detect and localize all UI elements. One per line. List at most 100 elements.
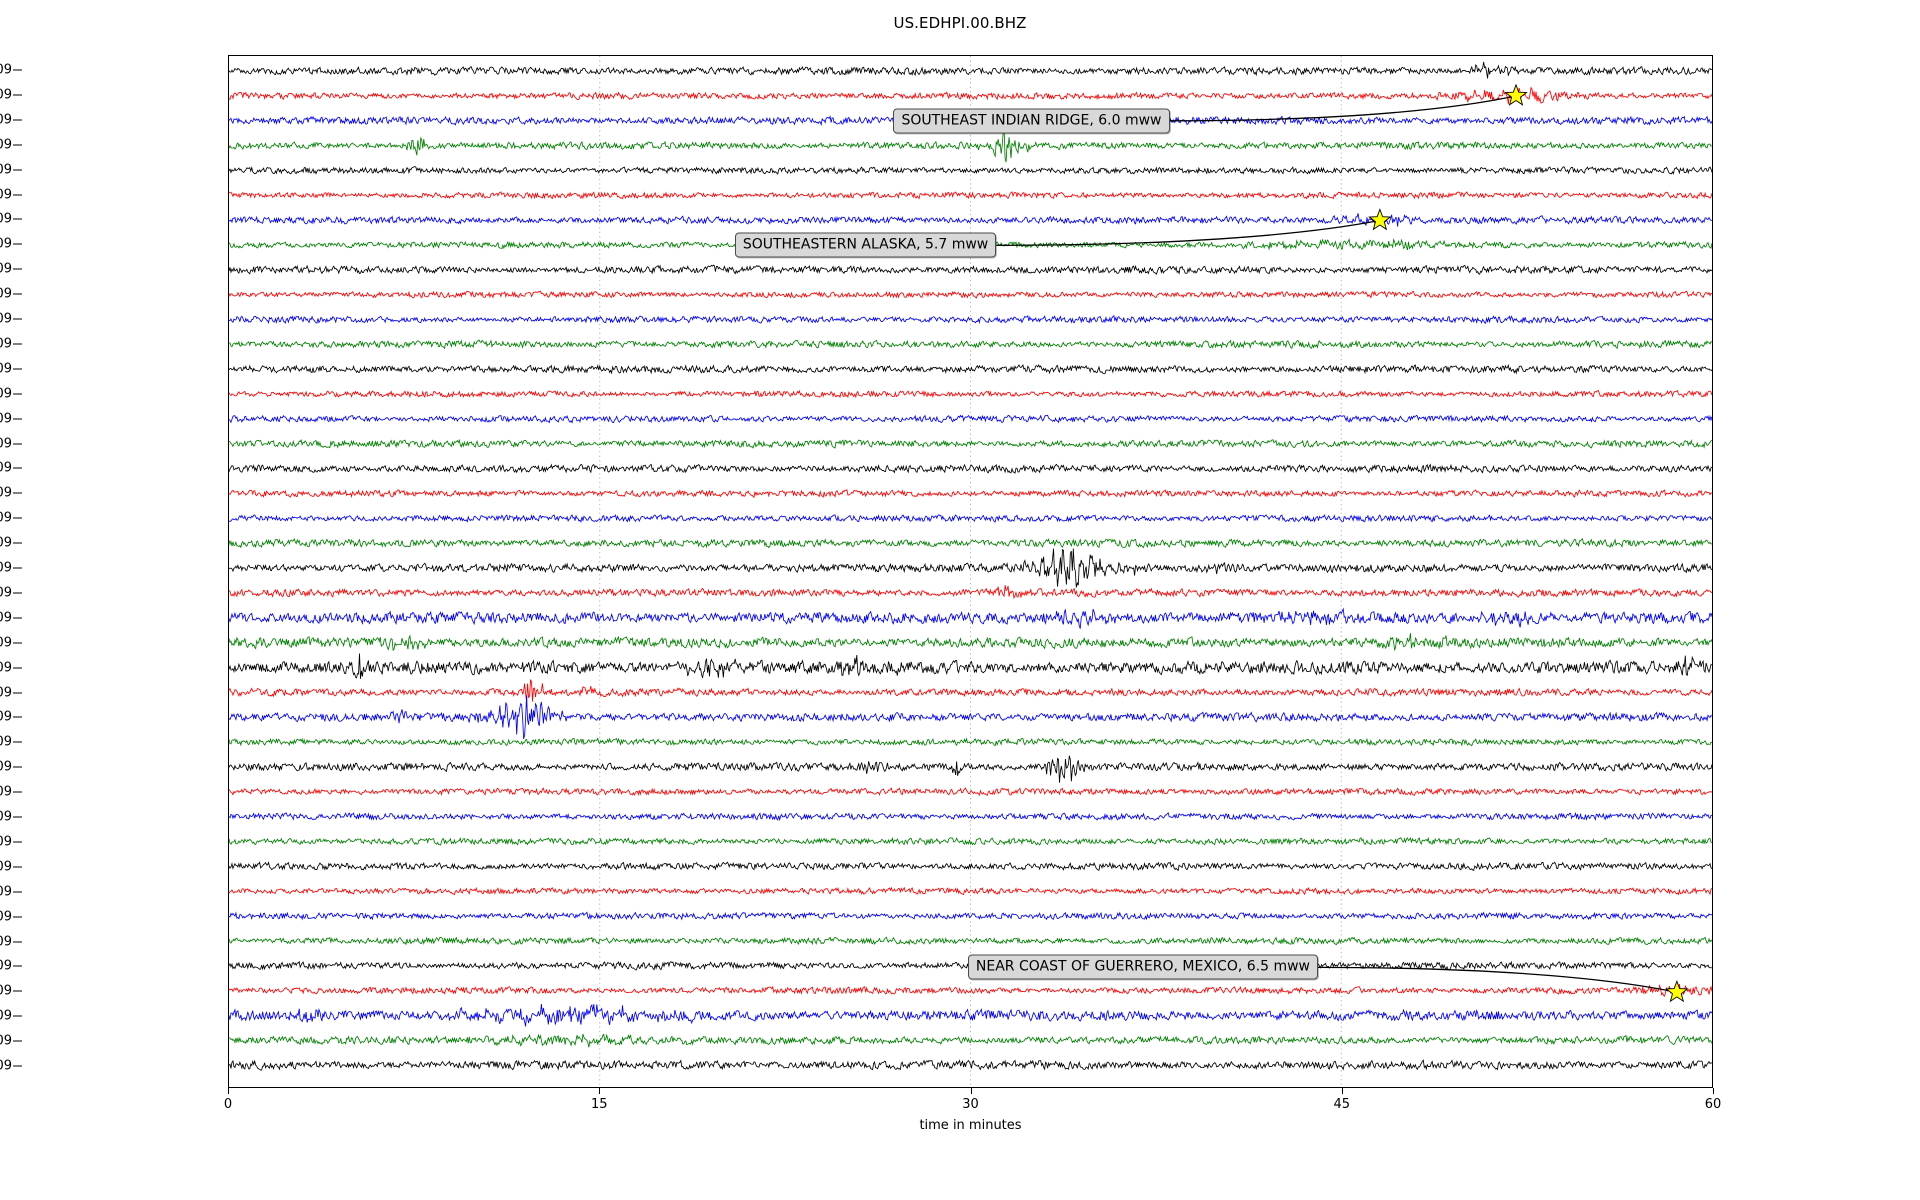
trace-line	[229, 983, 1712, 997]
trace-line	[229, 695, 1712, 740]
x-axis-tick-mark	[599, 1088, 601, 1094]
y-axis-tick-label: 13:00:09	[0, 983, 12, 999]
y-axis-tick-label: 01:00:09	[0, 685, 12, 700]
y-axis-tick-label: 02:00:09	[0, 112, 12, 128]
y-axis-tick-label: 19:00:09	[0, 535, 12, 551]
trace-line	[229, 389, 1712, 399]
x-axis-tick-label: 30	[962, 1097, 979, 1112]
x-axis-tick-mark	[1713, 1088, 1714, 1094]
y-axis-tick-mark	[13, 144, 22, 146]
y-axis-tick-layer: 00:00:09 01:00:09 02:00:09 03:00:09 04:00:09…	[0, 0, 228, 1200]
trace-line	[229, 812, 1712, 822]
y-axis-tick-mark	[13, 891, 22, 893]
y-axis-tick-mark	[13, 667, 22, 669]
y-axis-tick-mark	[13, 1015, 22, 1017]
y-axis-tick-label: 00:00:09	[0, 660, 12, 676]
y-axis-tick-label: 09:00:09	[0, 884, 12, 900]
trace-line	[229, 463, 1712, 474]
y-axis-tick-label: 02:00:09	[0, 709, 12, 725]
x-axis-tick-layer: 0 15 30 45 60	[0, 1088, 1920, 1148]
y-axis-tick-mark	[13, 642, 22, 644]
trace-line	[229, 1003, 1712, 1027]
trace-line	[229, 314, 1712, 325]
y-axis-tick-mark	[13, 965, 22, 967]
trace-line	[229, 339, 1712, 350]
y-axis-tick-label: 00:00:09	[0, 62, 12, 78]
trace-line	[229, 607, 1712, 629]
y-axis-tick-mark	[13, 741, 22, 743]
y-axis-tick-label: 05:00:09	[0, 187, 12, 202]
trace-line	[229, 264, 1712, 275]
y-axis-tick-mark	[13, 1065, 22, 1067]
trace-line	[229, 514, 1712, 523]
y-axis-tick-mark	[13, 443, 22, 444]
trace-line	[229, 86, 1712, 105]
y-axis-tick-label: 12:00:09	[0, 361, 12, 377]
y-axis-tick-label: 11:00:09	[0, 934, 12, 949]
y-axis-tick-label: 20:00:09	[0, 560, 12, 576]
y-axis-tick-mark	[13, 517, 22, 519]
y-axis-tick-label: 07:00:09	[0, 236, 12, 252]
y-axis-tick-label: 04:00:09	[0, 759, 12, 775]
trace-line	[229, 936, 1712, 946]
trace-line	[229, 653, 1712, 679]
y-axis-tick-label: 01:00:09	[0, 87, 12, 103]
trace-line	[229, 836, 1712, 846]
y-axis-tick-mark	[13, 368, 22, 370]
trace-line	[229, 548, 1712, 588]
y-axis-tick-label: 12:00:09	[0, 958, 12, 974]
x-axis-tick-label: 45	[1333, 1097, 1351, 1112]
event-annotation-label[interactable]: SOUTHEAST INDIAN RIDGE, 6.0 mww	[893, 108, 1170, 134]
trace-line	[229, 165, 1712, 175]
y-axis-tick-mark	[13, 791, 22, 793]
y-axis-tick-label: 06:00:09	[0, 211, 12, 227]
y-axis-tick-mark	[13, 293, 22, 295]
y-axis-tick-mark	[13, 343, 22, 345]
y-axis-tick-label: 14:00:09	[0, 411, 12, 427]
y-axis-tick-mark	[13, 592, 22, 594]
trace-line	[229, 191, 1712, 200]
trace-line	[229, 585, 1712, 600]
event-annotation-label[interactable]: SOUTHEASTERN ALASKA, 5.7 mww	[734, 232, 997, 258]
y-axis-tick-label: 11:00:09	[0, 336, 12, 352]
y-axis-tick-label: 15:00:09	[0, 436, 12, 451]
y-axis-tick-mark	[13, 418, 22, 420]
y-axis-tick-label: 16:00:09	[0, 1058, 12, 1074]
trace-line	[229, 537, 1712, 549]
y-axis-tick-label: 13:00:09	[0, 386, 12, 402]
y-axis-tick-label: 17:00:09	[0, 485, 12, 501]
y-axis-tick-label: 21:00:09	[0, 585, 12, 601]
y-axis-tick-mark	[13, 94, 22, 96]
y-axis-tick-label: 07:00:09	[0, 834, 12, 850]
y-axis-tick-label: 18:00:09	[0, 510, 12, 526]
x-axis-tick-label: 0	[223, 1097, 233, 1112]
trace-line	[229, 1059, 1712, 1071]
y-axis-tick-mark	[13, 268, 22, 270]
y-axis-tick-label: 03:00:09	[0, 137, 12, 153]
y-axis-tick-mark	[13, 941, 22, 942]
trace-line	[229, 488, 1712, 499]
trace-line	[229, 1033, 1712, 1048]
trace-line	[229, 755, 1712, 783]
y-axis-tick-mark	[13, 990, 22, 992]
y-axis-tick-label: 08:00:09	[0, 261, 12, 277]
seismic-traces	[229, 56, 1712, 1087]
y-axis-tick-label: 05:00:09	[0, 784, 12, 800]
y-axis-tick-label: 23:00:09	[0, 635, 12, 651]
trace-line	[229, 438, 1712, 449]
x-axis-tick-mark	[228, 1088, 229, 1094]
trace-line	[229, 737, 1712, 747]
y-axis-tick-label: 22:00:09	[0, 610, 12, 626]
y-axis-tick-mark	[13, 69, 22, 71]
y-axis-tick-mark	[13, 692, 22, 693]
x-axis-tick-mark	[970, 1088, 972, 1094]
y-axis-tick-mark	[13, 542, 22, 544]
trace-line	[229, 886, 1712, 896]
y-axis-tick-mark	[13, 393, 22, 395]
event-annotation-label[interactable]: NEAR COAST OF GUERRERO, MEXICO, 6.5 mww	[967, 954, 1318, 980]
y-axis-tick-mark	[13, 617, 22, 619]
trace-line	[229, 911, 1712, 921]
plot-axes: SOUTHEAST INDIAN RIDGE, 6.0 mww SOUTHEAST…	[228, 55, 1713, 1088]
y-axis-tick-mark	[13, 866, 22, 868]
y-axis-tick-mark	[13, 194, 22, 195]
